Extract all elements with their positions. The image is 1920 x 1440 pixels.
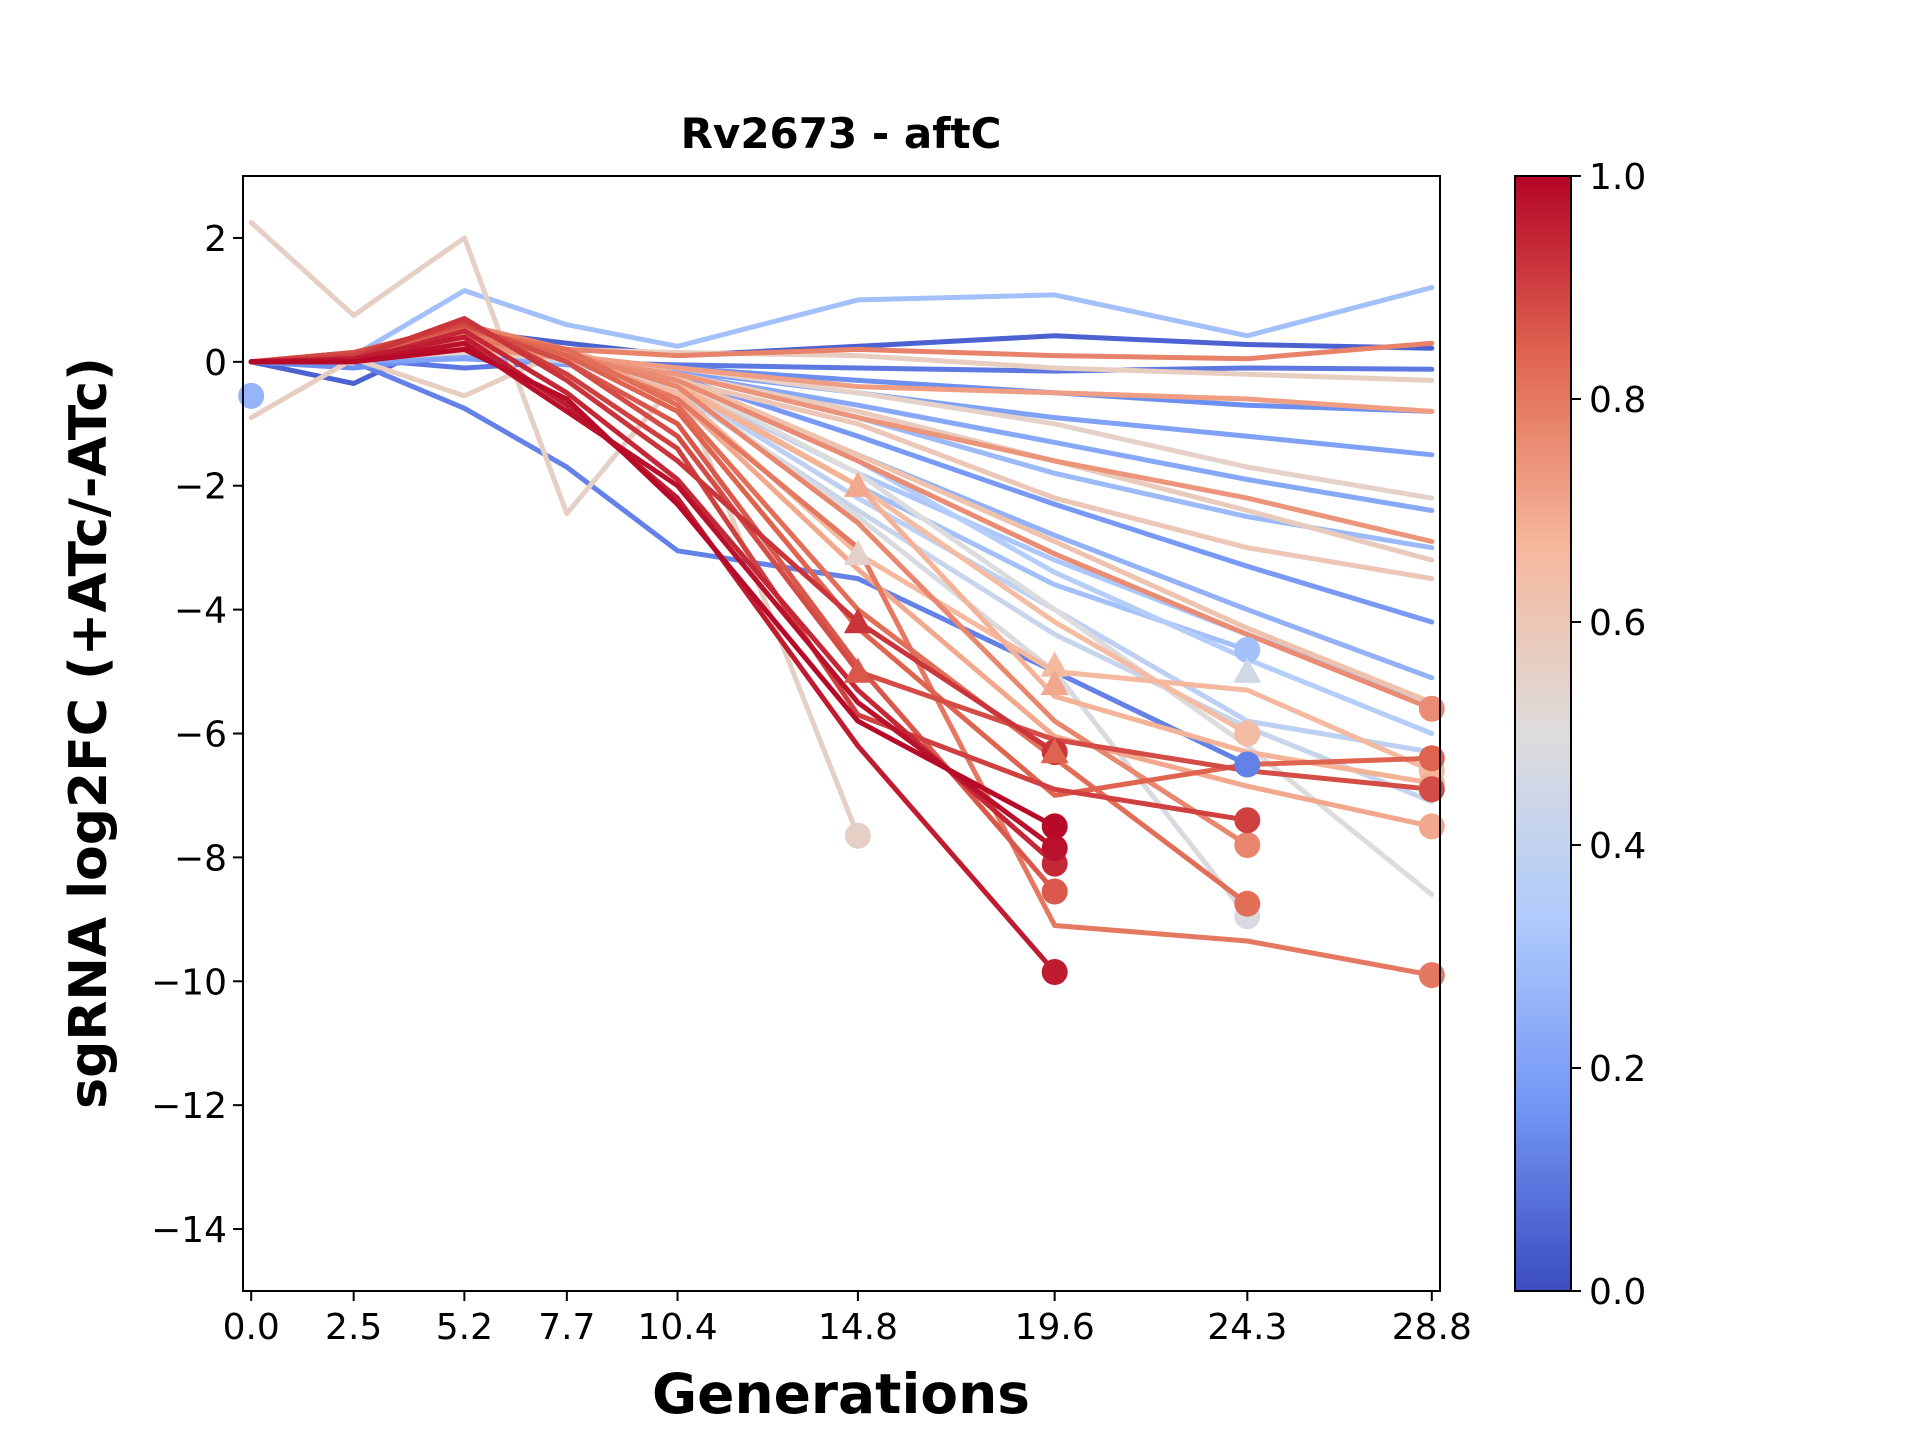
- series-line: [248, 359, 1250, 767]
- data-point-marker: [1234, 807, 1261, 834]
- triangle-marker: [843, 539, 872, 566]
- triangle-marker: [843, 657, 872, 683]
- colorbar-frame: [1514, 175, 1572, 1292]
- x-tick-label: 10.4: [637, 1307, 717, 1348]
- series-line: [248, 346, 1435, 421]
- y-axis-label: sgRNA log2FC (+ATc/-ATc): [59, 357, 119, 1109]
- triangle-marker: [843, 608, 872, 634]
- colorbar-axis: 0.0 0.2 0.4 0.6 0.8 1.0: [1571, 157, 1646, 1313]
- y-tick-label: −8: [174, 838, 227, 879]
- colorbar-tick-label: 0.6: [1589, 603, 1646, 644]
- series-line: [248, 334, 1058, 975]
- x-tick-label: 19.6: [1015, 1307, 1095, 1348]
- y-tick-label: 0: [204, 343, 227, 384]
- data-point-marker: [1234, 636, 1261, 663]
- triangle-marker: [1040, 669, 1069, 696]
- y-tick-label: −14: [151, 1210, 227, 1251]
- data-point-marker: [1234, 890, 1261, 917]
- x-tick-label: 24.3: [1207, 1307, 1287, 1348]
- y-tick-label: −2: [174, 467, 227, 508]
- series-line: [248, 356, 1435, 458]
- triangle-marker: [1233, 657, 1262, 683]
- series-line: [248, 346, 1058, 829]
- x-axis-label: Generations: [652, 1362, 1030, 1426]
- x-tick-label: 0.0: [223, 1307, 280, 1348]
- colorbar-tick-label: 0.0: [1589, 1272, 1646, 1313]
- data-point-marker: [1234, 751, 1261, 778]
- x-tick-label: 5.2: [436, 1307, 493, 1348]
- x-axis: 0.0 2.5 5.2 7.7 10.4 14.8 19.6 24.3 28.8: [223, 1291, 1472, 1348]
- y-tick-label: −12: [151, 1086, 227, 1127]
- triangle-marker: [843, 471, 872, 497]
- y-tick-label: 2: [204, 219, 227, 260]
- data-point-marker: [1041, 813, 1068, 840]
- y-tick-label: −4: [174, 591, 227, 632]
- data-point-marker: [1234, 720, 1261, 747]
- data-point-marker: [1418, 813, 1445, 840]
- data-point-marker: [1418, 745, 1445, 772]
- data-point-marker: [1041, 835, 1068, 862]
- triangle-marker: [1040, 738, 1069, 764]
- x-tick-label: 7.7: [538, 1307, 595, 1348]
- y-tick-label: −6: [174, 715, 227, 756]
- data-point-marker: [1418, 695, 1445, 722]
- chart-title: Rv2673 - aftC: [681, 109, 1002, 158]
- y-tick-label: −10: [151, 962, 227, 1003]
- data-point-marker: [1041, 959, 1068, 985]
- data-point-marker: [1234, 832, 1261, 858]
- x-tick-label: 2.5: [325, 1307, 382, 1348]
- x-tick-label: 14.8: [818, 1307, 898, 1348]
- colorbar-tick-label: 1.0: [1589, 157, 1646, 198]
- data-point-marker: [1041, 878, 1068, 905]
- series-line: [248, 285, 1435, 365]
- colorbar-tick-label: 0.8: [1589, 380, 1646, 421]
- data-point-marker: [1418, 962, 1445, 989]
- colorbar: [1515, 176, 1571, 1291]
- data-point-marker: [1418, 776, 1445, 803]
- data-point-marker: [238, 382, 265, 409]
- colorbar-tick-label: 0.2: [1589, 1049, 1646, 1090]
- marker-layer: [238, 382, 1445, 989]
- x-tick-label: 28.8: [1392, 1307, 1472, 1348]
- y-axis: 2 0 −2 −4 −6 −8 −10 −12 −14: [151, 219, 243, 1251]
- triangle-marker: [1040, 651, 1069, 677]
- data-point-marker: [844, 822, 871, 849]
- colorbar-tick-label: 0.4: [1589, 826, 1646, 867]
